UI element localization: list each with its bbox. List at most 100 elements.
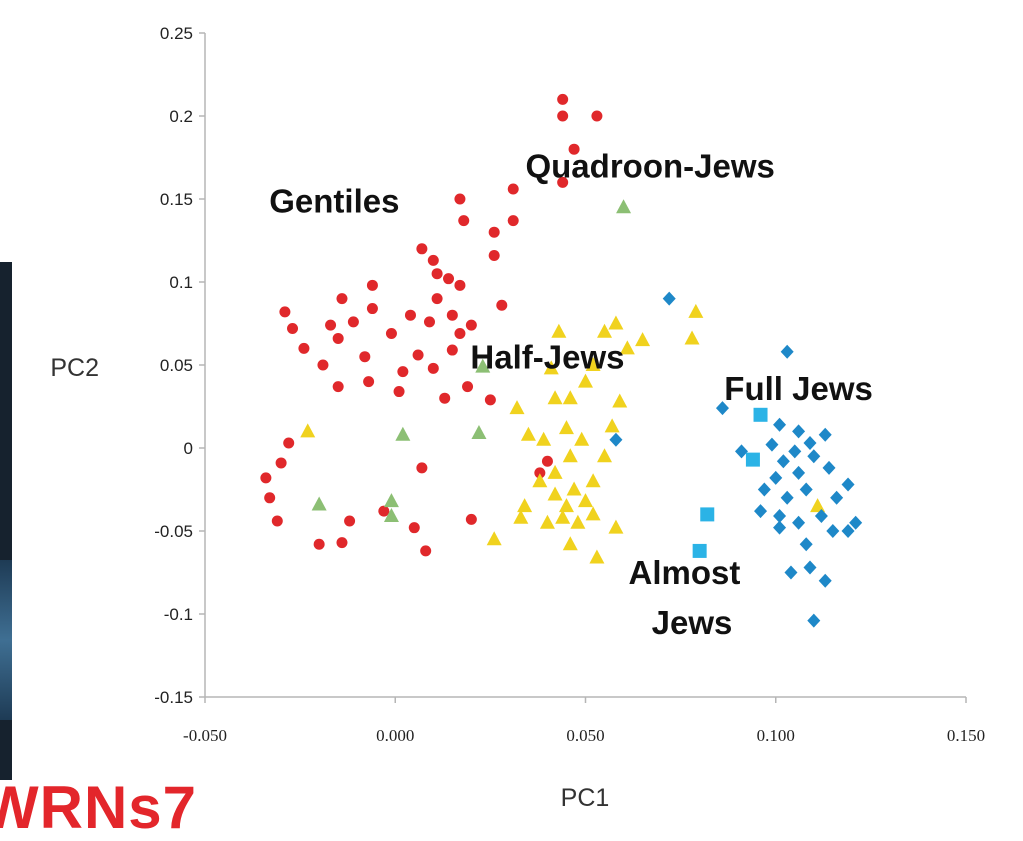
data-point-diamond [818,427,832,442]
y-tick-label: 0.1 [169,273,193,292]
data-point-circle [454,193,466,205]
data-point-circle [446,309,458,321]
data-point-circle [458,215,470,227]
data-point-circle [427,362,439,374]
data-point-diamond [841,477,855,492]
data-point-diamond [807,449,821,464]
data-point-triangle [532,473,548,488]
group-label: Almost [629,554,741,591]
data-point-circle [465,319,477,331]
y-tick-label: -0.15 [154,688,193,707]
data-point-diamond [754,504,768,519]
data-point-circle [557,93,569,105]
data-point-triangle [688,303,704,318]
x-tick-label: 0.050 [566,726,604,745]
data-point-triangle [585,506,601,521]
x-tick-label: -0.050 [183,726,227,745]
group-label: Full Jews [724,370,873,407]
data-point-diamond [841,524,855,538]
data-point-circle [488,226,500,238]
data-point-diamond [792,515,806,530]
group-label: Gentiles [269,182,399,219]
data-point-triangle [570,514,586,529]
data-point-circle [416,462,428,474]
y-tick-label: 0.15 [160,190,193,209]
data-point-triangle [562,390,578,405]
group-label: Half-Jews [470,338,624,375]
data-point-circle [378,505,390,517]
data-point-circle [347,316,359,328]
data-point-circle [404,309,416,321]
data-point-diamond [780,490,794,505]
data-point-triangle [810,498,826,513]
data-point-diamond [765,437,779,452]
data-point-triangle [547,390,563,405]
data-point-triangle [585,473,601,488]
data-point-circle [385,327,397,339]
data-point-triangle [585,357,601,371]
data-point-circle [325,319,337,331]
data-point-diamond [769,470,783,485]
x-tick-label: 0.150 [947,726,985,745]
data-point-circle [359,351,371,363]
data-point-diamond [757,482,771,497]
data-point-triangle [513,509,529,524]
data-point-circle [260,472,272,484]
data-point-circle [541,455,553,467]
data-point-circle [332,381,344,393]
group-annotations: Gentiles Quadroon-Jews Half-Jews Full Jews A… [269,147,873,640]
data-point-diamond [814,509,828,524]
data-point-circle [366,303,378,315]
data-point-diamond [609,432,623,447]
y-tick-label: 0.25 [160,24,193,43]
data-point-diamond [792,424,806,439]
data-point-circle [431,268,443,280]
data-point-triangle [616,199,632,214]
data-point-circle [283,437,295,449]
data-point-circle [507,215,519,227]
data-point-triangle [536,431,552,446]
data-point-circle [336,293,348,305]
data-point-circle [423,316,435,328]
scatter-chart: 0.250.20.150.10.050-0.05-0.1-0.15-0.050 0… [50,24,985,812]
data-point-circle [264,492,276,504]
data-point-diamond [803,436,817,451]
data-point-circle [427,254,439,266]
data-point-triangle [589,549,605,564]
data-point-circle [416,243,428,255]
data-point-triangle [471,425,487,440]
group-label: Quadroon-Jews [525,147,774,184]
data-point-diamond [773,509,787,524]
data-point-triangle [517,498,533,513]
data-point-circle [393,386,405,398]
data-point-triangle [619,340,635,355]
y-tick-label: 0 [184,439,193,458]
data-point-circle [279,306,291,318]
data-point-circle [496,299,508,311]
data-point-circle [534,467,546,479]
data-point-circle [507,183,519,195]
data-point-triangle [395,426,411,441]
data-point-triangle [597,448,613,463]
data-point-diamond [807,613,821,628]
data-point-triangle [684,330,700,345]
data-point-circle [557,110,569,122]
data-point-triangle [604,418,620,433]
data-point-triangle [597,323,613,338]
data-point-diamond [788,444,802,459]
data-point-diamond [735,444,749,459]
data-point-triangle [566,481,582,496]
x-tick-label: 0.000 [376,726,414,745]
data-point-diamond [792,465,806,480]
data-point-triangle [383,493,399,508]
data-point-circle [332,332,344,344]
data-point-triangle [300,423,316,438]
axis-ticks: 0.250.20.150.10.050-0.05-0.1-0.15-0.050 0… [154,24,985,745]
data-point-circle [420,545,432,557]
data-point-triangle [383,508,399,523]
data-point-circle [275,457,287,469]
y-axis-title: PC2 [50,354,99,382]
data-point-triangle [551,323,567,338]
data-point-triangle [578,373,593,388]
background-photo-highlight [0,560,12,720]
